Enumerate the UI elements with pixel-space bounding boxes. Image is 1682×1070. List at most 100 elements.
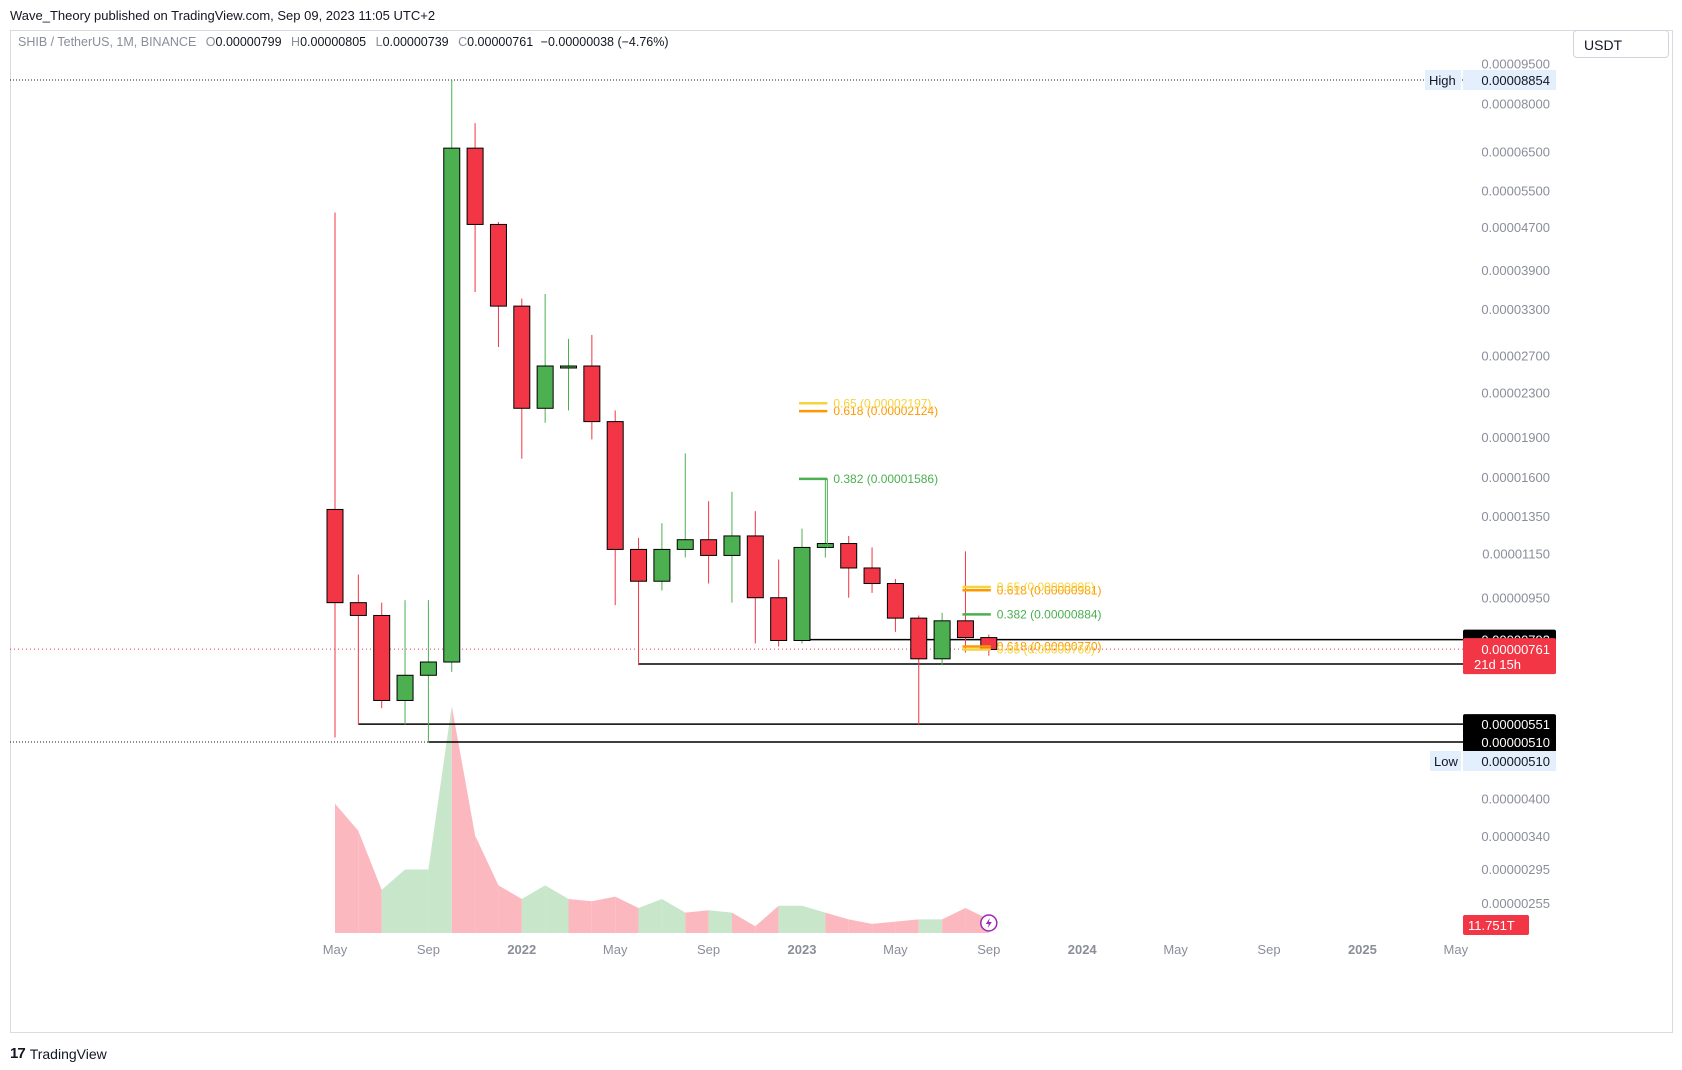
fib-level-label: 0.382 (0.00000884) (997, 607, 1102, 621)
volume-area-segment (895, 919, 919, 933)
y-axis-tick: 0.00001600 (1481, 470, 1550, 485)
x-axis-tick: Sep (977, 942, 1000, 957)
fib-level-label: 0.618 (0.00000981) (997, 583, 1102, 597)
high-marker-bg (1425, 70, 1461, 90)
volume-area-segment (568, 898, 592, 933)
volume-area-segment (731, 912, 756, 933)
symbol-legend: SHIB / TetherUS, 1M, BINANCE O0.00000799… (18, 35, 669, 49)
x-axis-tick: 2025 (1348, 942, 1377, 957)
candle-body (723, 535, 741, 556)
volume-area-segment (685, 910, 709, 933)
high-marker-value: 0.00008854 (1481, 73, 1550, 88)
y-axis-tick: 0.00001900 (1481, 430, 1550, 445)
y-axis-tick: 0.00005500 (1481, 183, 1550, 198)
candle-body (489, 223, 507, 307)
y-axis-tick: 0.00000340 (1481, 829, 1550, 844)
candle-body (536, 365, 554, 409)
high-label: H (291, 35, 301, 49)
current-price-tag-bg (1463, 638, 1556, 675)
candle-body (816, 543, 834, 548)
candle-body (606, 421, 624, 550)
volume-tag-bg (1463, 915, 1529, 935)
y-axis-tick: 0.00003900 (1481, 263, 1550, 278)
candle-body (583, 365, 601, 423)
lightning-glyph (985, 918, 992, 928)
x-axis-tick: Sep (417, 942, 440, 957)
support-price-tag-bg (1463, 732, 1556, 752)
y-axis-tick: 0.00000255 (1481, 896, 1550, 911)
high-value-bg (1463, 70, 1556, 90)
candle-body (443, 147, 461, 663)
candle-body (770, 597, 788, 641)
open-value: 0.00000799 (215, 35, 282, 49)
y-axis-tick: 0.00002700 (1481, 348, 1550, 363)
volume-area-segment (451, 706, 476, 933)
volume-area-segment (335, 803, 359, 933)
support-price-tag: 0.00000510 (1481, 735, 1550, 750)
tradingview-footer[interactable]: 17 TradingView (10, 1045, 107, 1062)
candle-body (793, 546, 811, 641)
fib-level-label: 0.618 (0.00002124) (833, 404, 938, 418)
y-axis-tick: 0.00003300 (1481, 302, 1550, 317)
volume-area-segment (848, 919, 873, 933)
close-value: 0.00000761 (467, 35, 534, 49)
low-value-bg (1463, 751, 1556, 771)
candle-body (863, 567, 881, 585)
candle-body (956, 620, 974, 639)
tradingview-logo-icon: 17 (10, 1045, 26, 1062)
high-value: 0.00000805 (300, 35, 367, 49)
low-marker-label: Low (1434, 754, 1458, 769)
volume-area-segment (521, 885, 546, 933)
high-marker-label: High (1429, 73, 1456, 88)
y-axis-tick: 0.00001350 (1481, 509, 1550, 524)
fib-level-label: 0.65 (0.00002197) (833, 396, 931, 410)
candle-body (466, 147, 484, 225)
symbol-name[interactable]: SHIB / TetherUS, 1M, BINANCE (18, 35, 197, 49)
candle-body (349, 602, 367, 616)
candle-body (419, 661, 437, 676)
x-axis-tick: 2023 (788, 942, 817, 957)
candle-body (746, 535, 764, 599)
volume-tag: 11.751T (1468, 918, 1515, 933)
fib-level-label: 0.65 (0.00000995) (997, 580, 1095, 594)
y-axis-tick: 0.00002300 (1481, 386, 1550, 401)
candle-body (653, 548, 671, 582)
candle-body (396, 674, 414, 701)
volume-area-segment (638, 898, 662, 933)
volume-area-segment (358, 830, 382, 933)
x-axis-tick: Sep (697, 942, 720, 957)
low-marker-value: 0.00000510 (1481, 754, 1550, 769)
open-label: O (205, 35, 216, 49)
volume-area-segment (918, 919, 943, 933)
volume-area-segment (755, 905, 779, 933)
change-value: −0.00000038 (−4.76%) (540, 35, 669, 49)
x-axis-tick: 2024 (1068, 942, 1098, 957)
volume-area-segment (381, 869, 406, 933)
volume-area-segment (591, 896, 616, 933)
chart-frame (10, 30, 1673, 1033)
volume-area-segment (405, 869, 429, 933)
volume-area-segment (615, 896, 639, 933)
y-axis-tick: 0.00001150 (1482, 546, 1550, 561)
candle-body (886, 583, 904, 619)
close-label: C (458, 35, 468, 49)
low-label: L (375, 35, 383, 49)
candle-body (676, 539, 694, 550)
volume-area-segment (825, 912, 849, 933)
volume-area-segment (708, 910, 732, 933)
x-axis-tick: May (1163, 942, 1188, 957)
y-axis-tick: 0.00004700 (1481, 220, 1550, 235)
fib-level-label: 0.65 (0.00000760) (997, 642, 1095, 656)
candle-body (513, 305, 531, 409)
y-axis-tick: 0.00006500 (1481, 145, 1550, 160)
currency-button[interactable]: USDT (1573, 30, 1669, 58)
candle-body (933, 620, 951, 660)
y-axis-tick: 0.00000400 (1481, 791, 1550, 806)
x-axis-tick: May (603, 942, 628, 957)
volume-area-segment (872, 921, 896, 933)
y-axis-tick: 0.00000295 (1481, 862, 1550, 877)
volume-area-segment (661, 898, 686, 933)
candle-body (560, 365, 577, 369)
candle-body (326, 508, 344, 604)
